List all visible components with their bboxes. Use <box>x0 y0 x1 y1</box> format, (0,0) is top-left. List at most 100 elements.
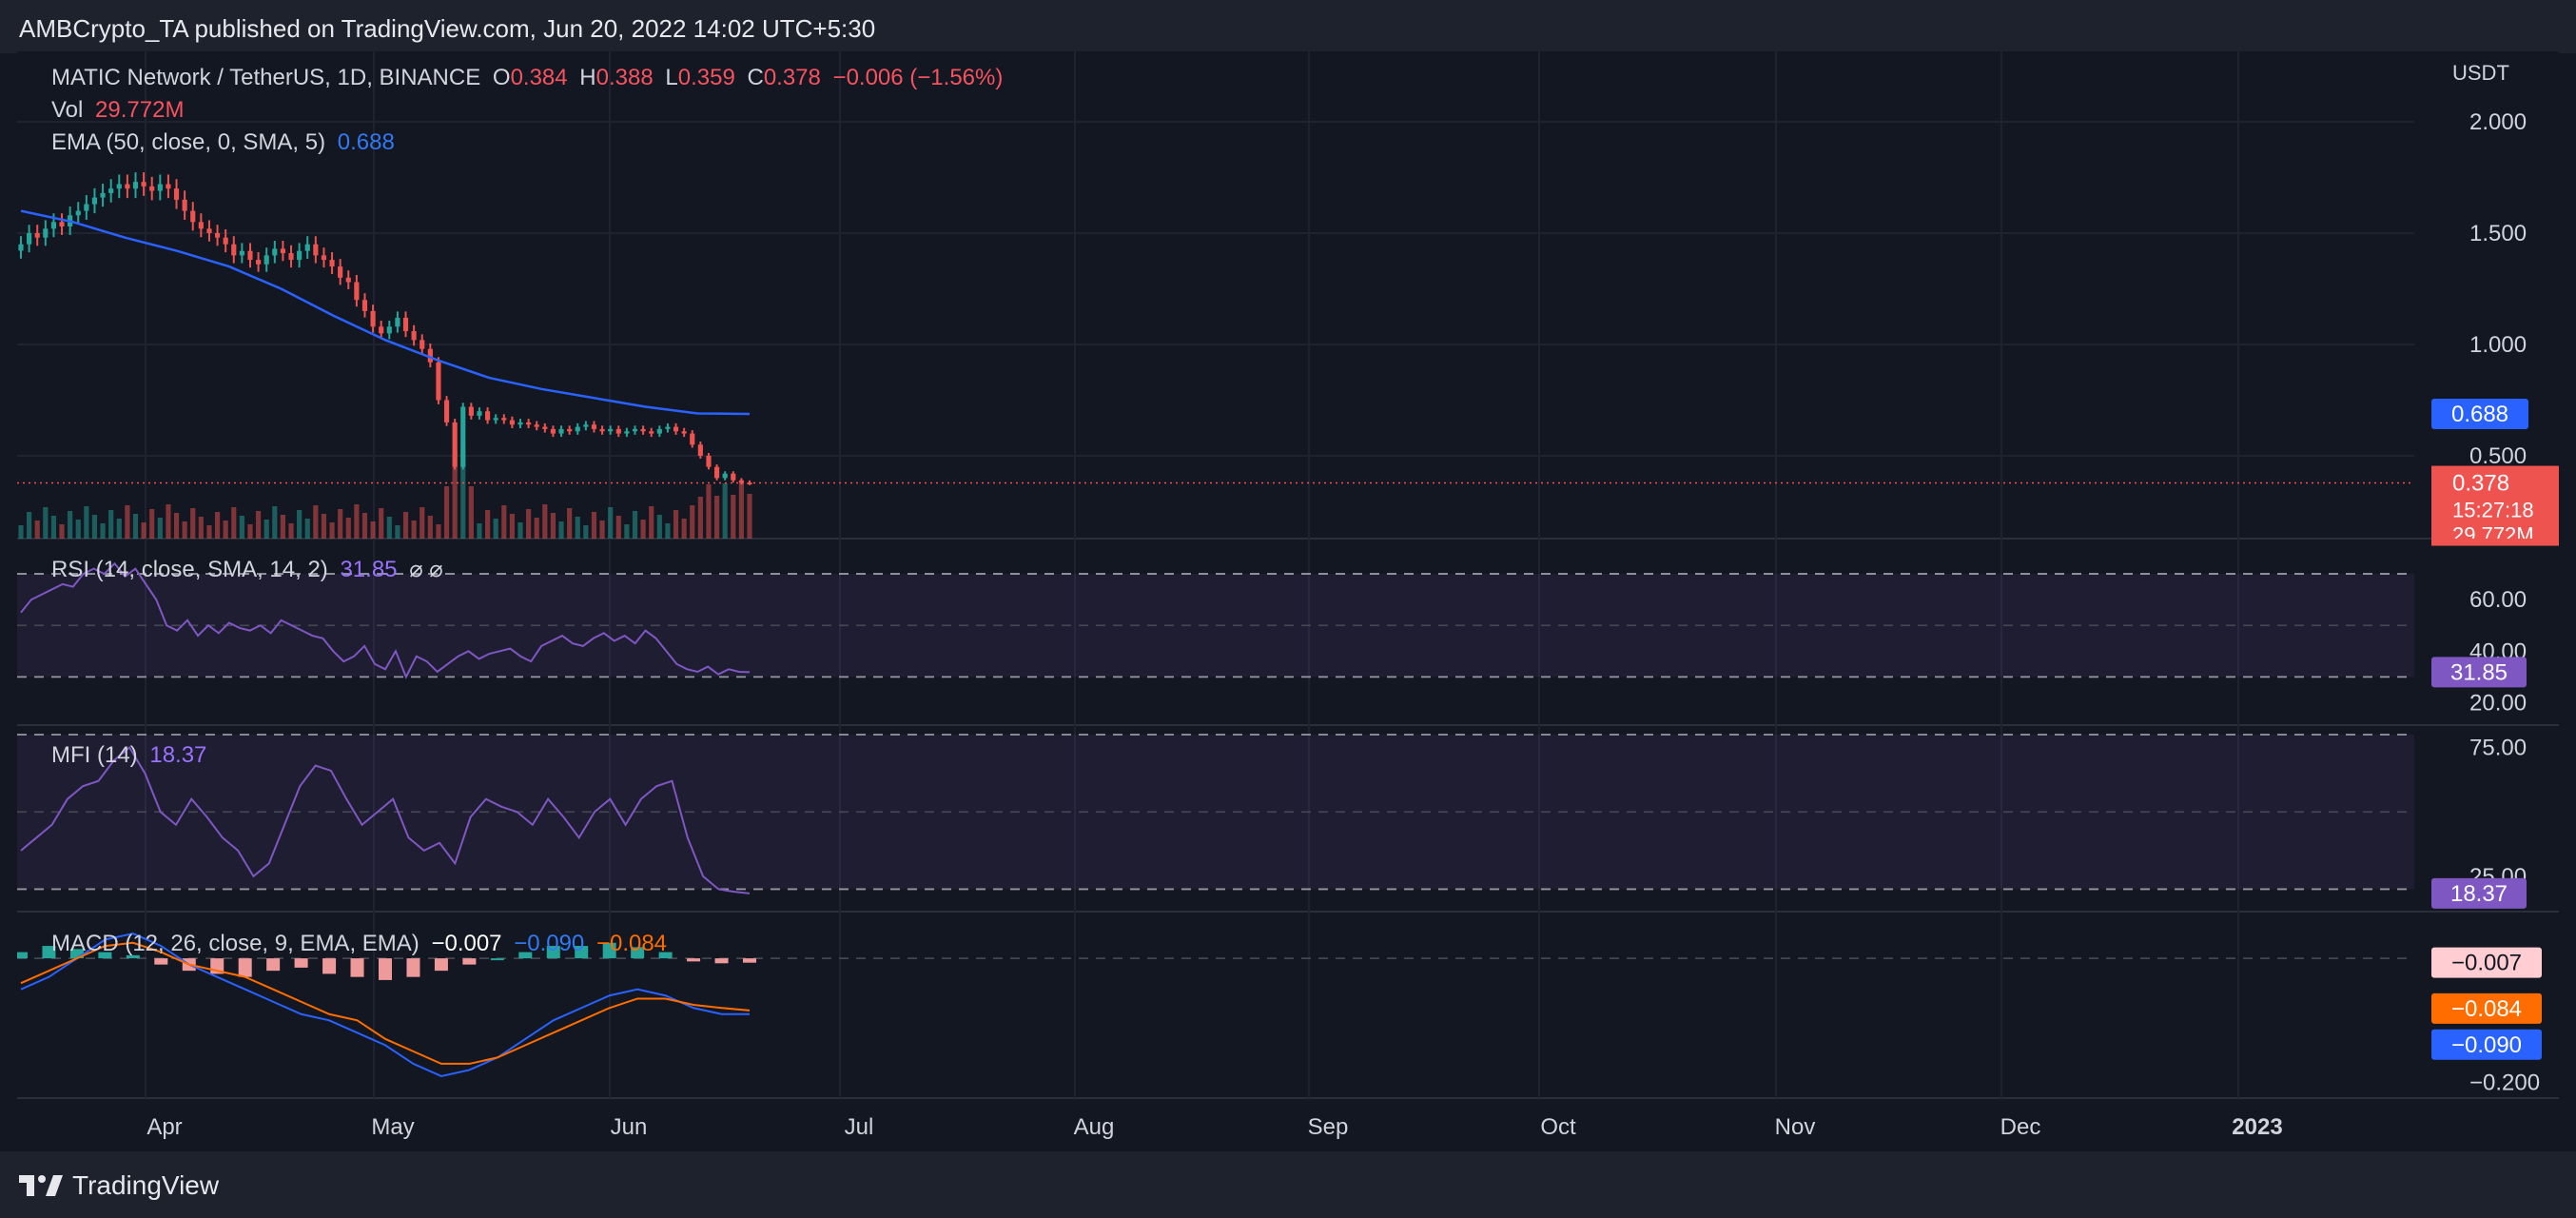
candle <box>656 428 662 434</box>
volume-bar <box>395 525 400 539</box>
ema-label: EMA (50, close, 0, SMA, 5) <box>51 129 326 155</box>
macd-hist-bar <box>379 958 392 980</box>
candle <box>608 428 614 432</box>
volume-bar <box>681 519 687 539</box>
volume-bar <box>608 507 614 539</box>
volume-bar <box>673 510 679 539</box>
volume-bar <box>321 514 327 539</box>
candle <box>420 340 425 349</box>
candle <box>558 428 564 434</box>
ohlc-low: 0.359 <box>677 65 735 90</box>
volume-bar <box>665 523 671 539</box>
candle <box>157 184 163 191</box>
macd-legend[interactable]: MACD (12, 26, close, 9, EMA, EMA) −0.007… <box>51 931 673 957</box>
axes: Apr May Jun Jul Aug Sep Oct Nov Dec 2023 2.000 1.50… <box>146 61 2561 1140</box>
candle <box>697 444 703 456</box>
volume-bar <box>100 523 106 539</box>
macd-hist-bar <box>14 952 28 959</box>
volume-bar <box>468 486 474 539</box>
candle <box>722 473 728 479</box>
macd-tick-label: −0.200 <box>2469 1070 2540 1095</box>
macd-hist-bar <box>266 958 281 972</box>
rsi-tag-text: 31.85 <box>2450 659 2508 685</box>
candle <box>43 228 49 238</box>
volume-bar <box>304 519 310 539</box>
candle <box>443 400 450 422</box>
volume-bar <box>116 519 122 539</box>
volume-bar <box>263 520 269 539</box>
volume-bar <box>697 497 703 539</box>
tradingview-logo[interactable]: TradingView <box>19 1170 219 1201</box>
macd-signal-line <box>20 941 751 1065</box>
rsi-pane[interactable] <box>17 561 2414 679</box>
candle <box>477 411 482 416</box>
volume-bar <box>713 496 720 539</box>
rsi-line <box>20 561 751 679</box>
volume-bar <box>59 524 65 539</box>
ohlc-open: 0.384 <box>510 65 568 90</box>
volume-bar <box>108 510 114 539</box>
candle <box>141 182 146 187</box>
brand-name: TradingView <box>72 1170 220 1200</box>
rsi-legend[interactable]: RSI (14, close, SMA, 14, 2) 31.85 ⌀ ⌀ <box>51 556 449 583</box>
ema-line <box>20 209 751 416</box>
price-pane[interactable] <box>17 172 2414 539</box>
candle <box>468 406 474 416</box>
candle <box>673 426 679 432</box>
candle <box>125 184 130 189</box>
volume-bar <box>411 521 417 539</box>
volume-bar <box>379 508 384 539</box>
candle <box>91 197 98 205</box>
candle <box>485 411 491 421</box>
candle <box>575 426 580 432</box>
macd-hist-bar <box>743 958 756 963</box>
ohlc-h-label: H <box>579 65 596 90</box>
candle <box>190 210 196 223</box>
candle <box>411 330 417 341</box>
volume-bar <box>420 507 425 539</box>
volume-bar <box>526 509 532 539</box>
candle <box>223 237 228 245</box>
volume-bar <box>615 516 621 539</box>
candle <box>182 199 187 211</box>
ohlc-c-label: C <box>747 65 764 90</box>
volume-bar <box>75 520 81 539</box>
macd-pane[interactable] <box>14 932 2414 1078</box>
volume-bar <box>575 517 580 539</box>
price-tick-label: 0.500 <box>2469 443 2527 469</box>
mfi-legend[interactable]: MFI (14) 18.37 <box>51 742 212 769</box>
volume-bar <box>649 506 654 539</box>
chart-frame[interactable]: Apr May Jun Jul Aug Sep Oct Nov Dec 2023 2.000 1.50… <box>14 51 2561 1151</box>
volume-bar <box>280 515 285 539</box>
macd-hist-bar <box>462 958 477 965</box>
price-tick-label: 1.500 <box>2469 221 2527 246</box>
ema-legend[interactable]: EMA (50, close, 0, SMA, 5) 0.688 <box>51 129 400 156</box>
macd-hist-bar <box>98 952 112 959</box>
chart-canvas[interactable]: Apr May Jun Jul Aug Sep Oct Nov Dec 2023 2.000 1.50… <box>14 51 2561 1151</box>
volume-bar <box>272 506 278 539</box>
candle <box>84 204 89 211</box>
macd-line-tag <box>2431 1029 2542 1060</box>
ohlc-change: −0.006 (−1.56%) <box>832 65 1004 90</box>
macd-hist-bar <box>42 946 56 959</box>
macd-hist-value: −0.007 <box>431 931 502 956</box>
symbol-legend[interactable]: MATIC Network / TetherUS, 1D, BINANCE O0… <box>51 65 1008 91</box>
candle <box>509 420 515 425</box>
vol-value: 29.772M <box>95 97 185 123</box>
macd-hist-bar <box>546 946 560 959</box>
candle <box>313 244 319 256</box>
x-tick-label: Jun <box>611 1114 648 1140</box>
candle <box>436 362 441 401</box>
macd-hist-bar <box>350 958 364 977</box>
volume-bar <box>206 525 212 539</box>
volume-bar <box>706 484 712 539</box>
volume-legend[interactable]: Vol 29.772M <box>51 97 189 124</box>
ema-value: 0.688 <box>337 129 395 155</box>
vol-label: Vol <box>51 97 84 123</box>
candle <box>731 473 736 481</box>
mfi-pane[interactable] <box>17 734 2414 894</box>
macd-hist-bar <box>602 942 616 959</box>
candle <box>173 188 180 200</box>
mfi-tag <box>2431 877 2527 909</box>
volume-bar <box>345 518 351 539</box>
